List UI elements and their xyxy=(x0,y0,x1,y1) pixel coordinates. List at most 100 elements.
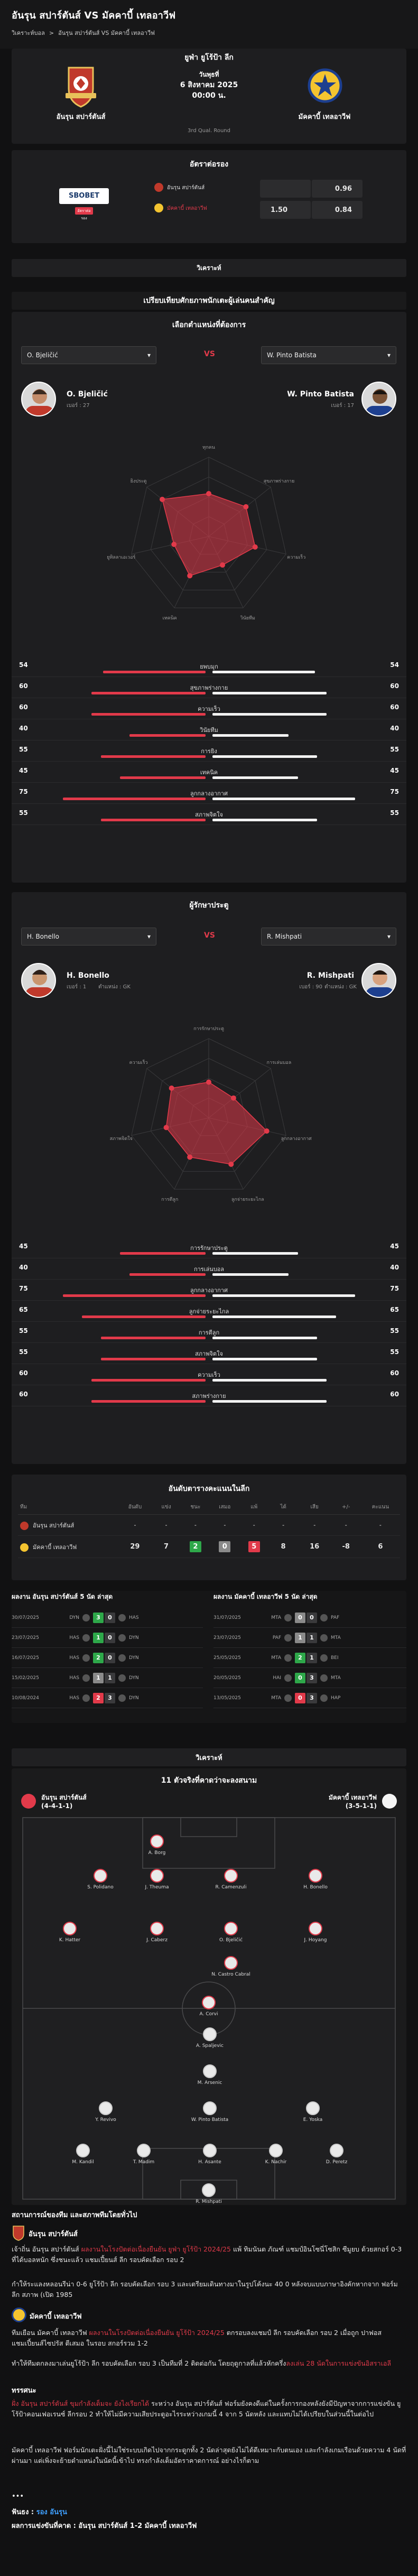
chevron-down-icon: ▾ xyxy=(147,351,151,359)
table-team-cell: มัคคาบี้ เทลอาวีฟ xyxy=(18,1536,118,1558)
away-form-row: 25/05/2025 MTA 2 1 BEI xyxy=(213,1648,406,1668)
fw-radar-point xyxy=(220,562,226,568)
fw-right-select[interactable]: W. Pinto Batista ▾ xyxy=(261,346,396,364)
player-name: K. Hatter xyxy=(59,1938,81,1943)
stat-label: การเล่นบอล xyxy=(193,1266,225,1273)
table-cell: - xyxy=(345,1522,347,1528)
odds-home-handicap[interactable] xyxy=(260,180,311,198)
away-lineup-player: D. Peretz xyxy=(313,2144,360,2165)
away-lineup-player: H. Asante xyxy=(186,2144,234,2165)
gk-stat-row: 45 การรักษาประตู 45 xyxy=(12,1239,406,1258)
odds-away-price[interactable]: 0.84 xyxy=(312,201,363,219)
fw-radar-axis-label: วินัยทีม xyxy=(240,615,255,621)
player-name: R. Mishpati xyxy=(196,2199,222,2204)
left-value: 55 xyxy=(19,809,28,817)
gk-radar-point xyxy=(230,1095,236,1101)
form-away: DYN xyxy=(129,1675,139,1681)
fw-radar-point xyxy=(243,504,249,509)
table-cell: 5 xyxy=(239,1536,268,1558)
stat-label: สภาพจิตใจ xyxy=(195,811,223,818)
form-date: 30/07/2025 xyxy=(12,1615,39,1620)
fw-radar-point xyxy=(160,496,165,502)
stat-label: วินัยทีม xyxy=(200,727,218,734)
right-bar xyxy=(212,1337,317,1339)
home-lineup-player: R. Camenzuli xyxy=(207,1869,255,1890)
left-bar xyxy=(120,1252,206,1255)
right-bar xyxy=(212,776,298,779)
left-value: 75 xyxy=(19,788,28,795)
form-away: HAP xyxy=(331,1695,341,1701)
fw-right-avatar xyxy=(361,382,396,416)
home-form-row: 30/07/2025 DYN 3 0 HAS xyxy=(12,1608,203,1628)
form-date: 31/07/2025 xyxy=(213,1615,241,1620)
compare-title: เปรียบเทียบศักยภาพนักเตะผู้เล่นคนสำคัญ xyxy=(12,292,406,310)
table-team-cell: อันรุน สปาร์ตันส์ xyxy=(18,1515,118,1536)
gk-right-select[interactable]: R. Mishpati ▾ xyxy=(261,928,396,946)
player-name: M. Kandil xyxy=(72,2160,94,2165)
form-away-score: 0 xyxy=(306,1612,317,1623)
lineup-home-formation: (4-4-1-1) xyxy=(41,1802,73,1810)
form-home: MTA xyxy=(271,1655,281,1661)
gk-radar-axis-label: ลูกกลางอากาศ xyxy=(281,1136,312,1142)
table-header-cell: ชนะ xyxy=(181,1500,210,1515)
gk-left-select[interactable]: H. Bonello ▾ xyxy=(21,928,156,946)
away-lineup-player: K. Nachir xyxy=(252,2144,300,2165)
odds-home-price[interactable]: 0.96 xyxy=(312,180,363,198)
home-form-title: ผลงาน อันรุน สปาร์ตันส์ 5 นัด ล่าสุด xyxy=(12,1593,113,1600)
stat-label: ยพบมุก xyxy=(200,663,218,670)
table-header-cell: แพ้ xyxy=(239,1500,269,1515)
bookmaker-logo[interactable]: SBOBET xyxy=(59,188,109,204)
form-home-score: 0 xyxy=(295,1692,305,1703)
odds-away-handicap[interactable]: 1.50 xyxy=(260,201,311,219)
gk-radar-axis-label: การรักษาประตู xyxy=(193,1026,224,1032)
breadcrumb-home[interactable]: วิเคราะห์บอล xyxy=(12,30,45,36)
tab-analysis[interactable]: วิเคราะห์ xyxy=(12,259,406,277)
gk-radar-axis-label: ความเร็ว xyxy=(129,1059,148,1065)
fw-left-select[interactable]: O. Bjeličić ▾ xyxy=(21,346,156,364)
home-team-logo xyxy=(63,64,98,108)
preview-paragraph-2: มัคคาบี้ เทลอาวีฟ ฟอร์มนักเตะฝั่งนี้ไม่ใ… xyxy=(12,2446,406,2464)
table-row: อันรุน สปาร์ตันส์ - - - - - - - - - xyxy=(18,1515,400,1536)
home-lineup-player: S. Polidano xyxy=(77,1869,124,1890)
left-bar xyxy=(91,713,206,716)
player-name: H. Asante xyxy=(198,2160,221,2165)
right-value: 60 xyxy=(390,682,399,690)
left-bar xyxy=(91,692,206,694)
right-bar xyxy=(212,734,289,737)
right-value: 60 xyxy=(390,1391,399,1398)
left-bar xyxy=(101,1337,206,1339)
fw-radar-axis-label: ยิงประตู xyxy=(131,478,147,484)
player-name: O. Bjeličić xyxy=(219,1938,243,1943)
fw-right-name: W. Pinto Batista xyxy=(287,390,354,399)
gk-stat-row: 55 สภาพจิตใจ 55 xyxy=(12,1345,406,1364)
fw-radar-grid-ring xyxy=(131,457,286,608)
table-cell: - xyxy=(379,1522,382,1528)
player-name: N. Castro Cabral xyxy=(211,1972,250,1977)
fw-radar-axis-label: สุขภาพร่างกาย xyxy=(264,479,295,484)
fw-stat-row: 55 สภาพจิตใจ 55 xyxy=(12,806,406,825)
chevron-down-icon: ▾ xyxy=(147,933,151,940)
player-name: K. Nachir xyxy=(265,2160,287,2165)
gk-radar-point xyxy=(228,1161,234,1167)
table-row: มัคคาบี้ เทลอาวีฟ 29 7 2 0 5 8 16 -8 6 xyxy=(18,1536,400,1558)
player-name: S. Polidano xyxy=(87,1885,114,1890)
form-home-score: 2 xyxy=(93,1692,104,1703)
table-header: ทีม อันดับ แข่ง ชนะ เสมอ แพ้ ได้ เสีย +/- คะแนน xyxy=(18,1500,400,1515)
gk-radar-point xyxy=(187,1154,193,1160)
form-away-score: 1 xyxy=(306,1652,317,1663)
form-away-score: 3 xyxy=(306,1692,317,1703)
home-lineup-player: A. Borg xyxy=(133,1834,181,1856)
player-name: W. Pinto Batista xyxy=(191,2117,229,2123)
fw-radar-axis-label: ยูทิลลาเอเวอร์ xyxy=(107,554,135,560)
separator-stars: ••• xyxy=(12,2492,24,2500)
home-form-row: 15/02/2025 HAS 1 1 DYN xyxy=(12,1668,203,1688)
home-lineup-player: A. Corvi xyxy=(185,1996,233,2017)
form-home: MTA xyxy=(271,1615,281,1620)
form-away: HAS xyxy=(129,1615,139,1620)
league-table-card: อันดับตารางคะแนนในลีก ทีม อันดับ แข่ง ชนะ เส… xyxy=(12,1475,406,1580)
form-away-score: 0 xyxy=(105,1652,115,1663)
left-bar xyxy=(91,1379,206,1382)
vs-label: VS xyxy=(204,931,215,940)
page-header: อันรุน สปาร์ตันส์ VS มัคคาบี้ เทลอาวีฟ ว… xyxy=(0,0,418,49)
form-home-score: 0 xyxy=(295,1612,305,1623)
